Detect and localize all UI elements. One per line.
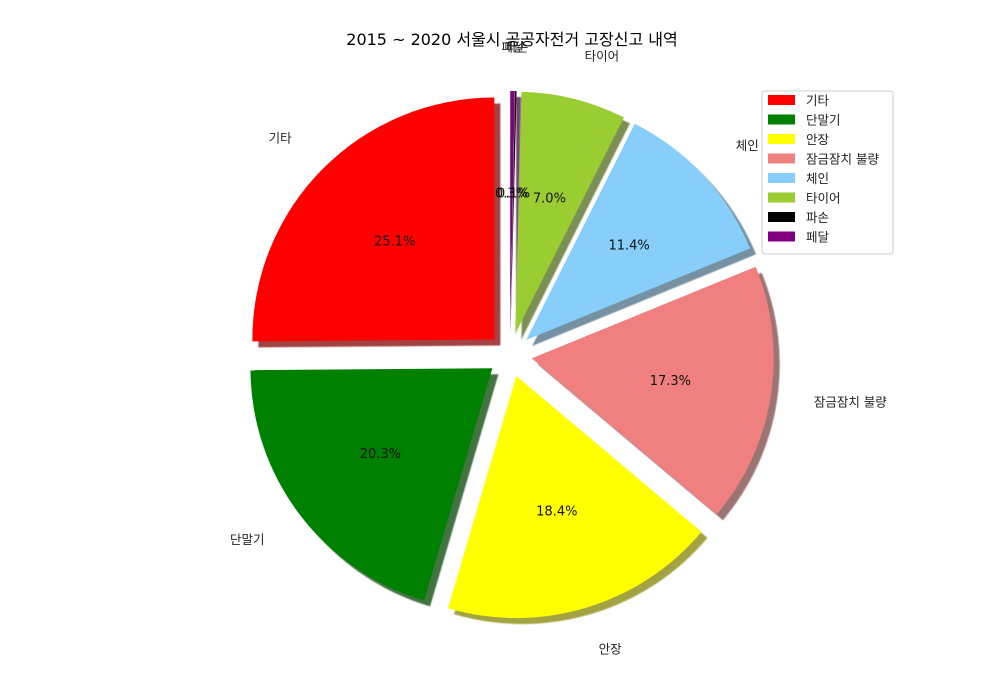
legend-label: 기타 [806, 93, 830, 108]
legend-label: 안장 [806, 132, 830, 147]
legend-label: 파손 [806, 210, 829, 225]
legend-label: 단말기 [806, 113, 841, 128]
legend-swatch [768, 114, 795, 125]
category-label: 안장 [599, 642, 623, 657]
category-label: 파손 [505, 40, 528, 55]
legend-swatch [768, 212, 795, 222]
legend-swatch [768, 134, 795, 144]
category-label: 잠금잠치 불량 [814, 395, 887, 410]
legend-swatch [768, 231, 795, 242]
category-label: 페달 [501, 39, 525, 54]
category-label: 기타 [269, 130, 293, 145]
percentage-label: 0.3% [495, 187, 528, 202]
percentage-label: 7.0% [533, 191, 566, 206]
legend-swatch [768, 173, 795, 183]
slice-1 [250, 368, 493, 601]
legend-swatch [768, 95, 795, 105]
slice-6 [510, 91, 517, 334]
category-label: 타이어 [585, 49, 620, 64]
percentage-label: 17.3% [650, 374, 691, 389]
pie-slices [250, 91, 774, 619]
percentage-label: 18.4% [536, 504, 577, 519]
chart-title: 2015 ~ 2020 서울시 공공자전거 고장신고 내역 [346, 30, 677, 49]
legend-label: 체인 [806, 171, 829, 186]
category-label: 단말기 [230, 532, 265, 547]
percentage-label: 25.1% [374, 235, 415, 250]
legend-label: 페달 [806, 230, 830, 245]
legend-label: 잠금잠치 불량 [806, 152, 879, 167]
slice-7 [510, 91, 515, 334]
percentage-label: 20.3% [360, 447, 401, 462]
legend-swatch [768, 192, 795, 203]
slice-3 [531, 266, 774, 515]
slice-0 [252, 97, 495, 342]
legend-label: 타이어 [806, 191, 841, 206]
category-label: 체인 [736, 138, 759, 153]
slice-5 [515, 91, 624, 334]
percentage-label: 11.4% [608, 239, 649, 254]
slice-4 [526, 123, 751, 341]
percentage-label: 0.1% [497, 187, 530, 202]
percentage-labels: 25.1% 20.3% 18.4% 17.3% 11.4% 7.0%0.1%0.3% [360, 187, 691, 520]
legend-swatch [768, 153, 795, 164]
slice-2 [448, 376, 702, 619]
